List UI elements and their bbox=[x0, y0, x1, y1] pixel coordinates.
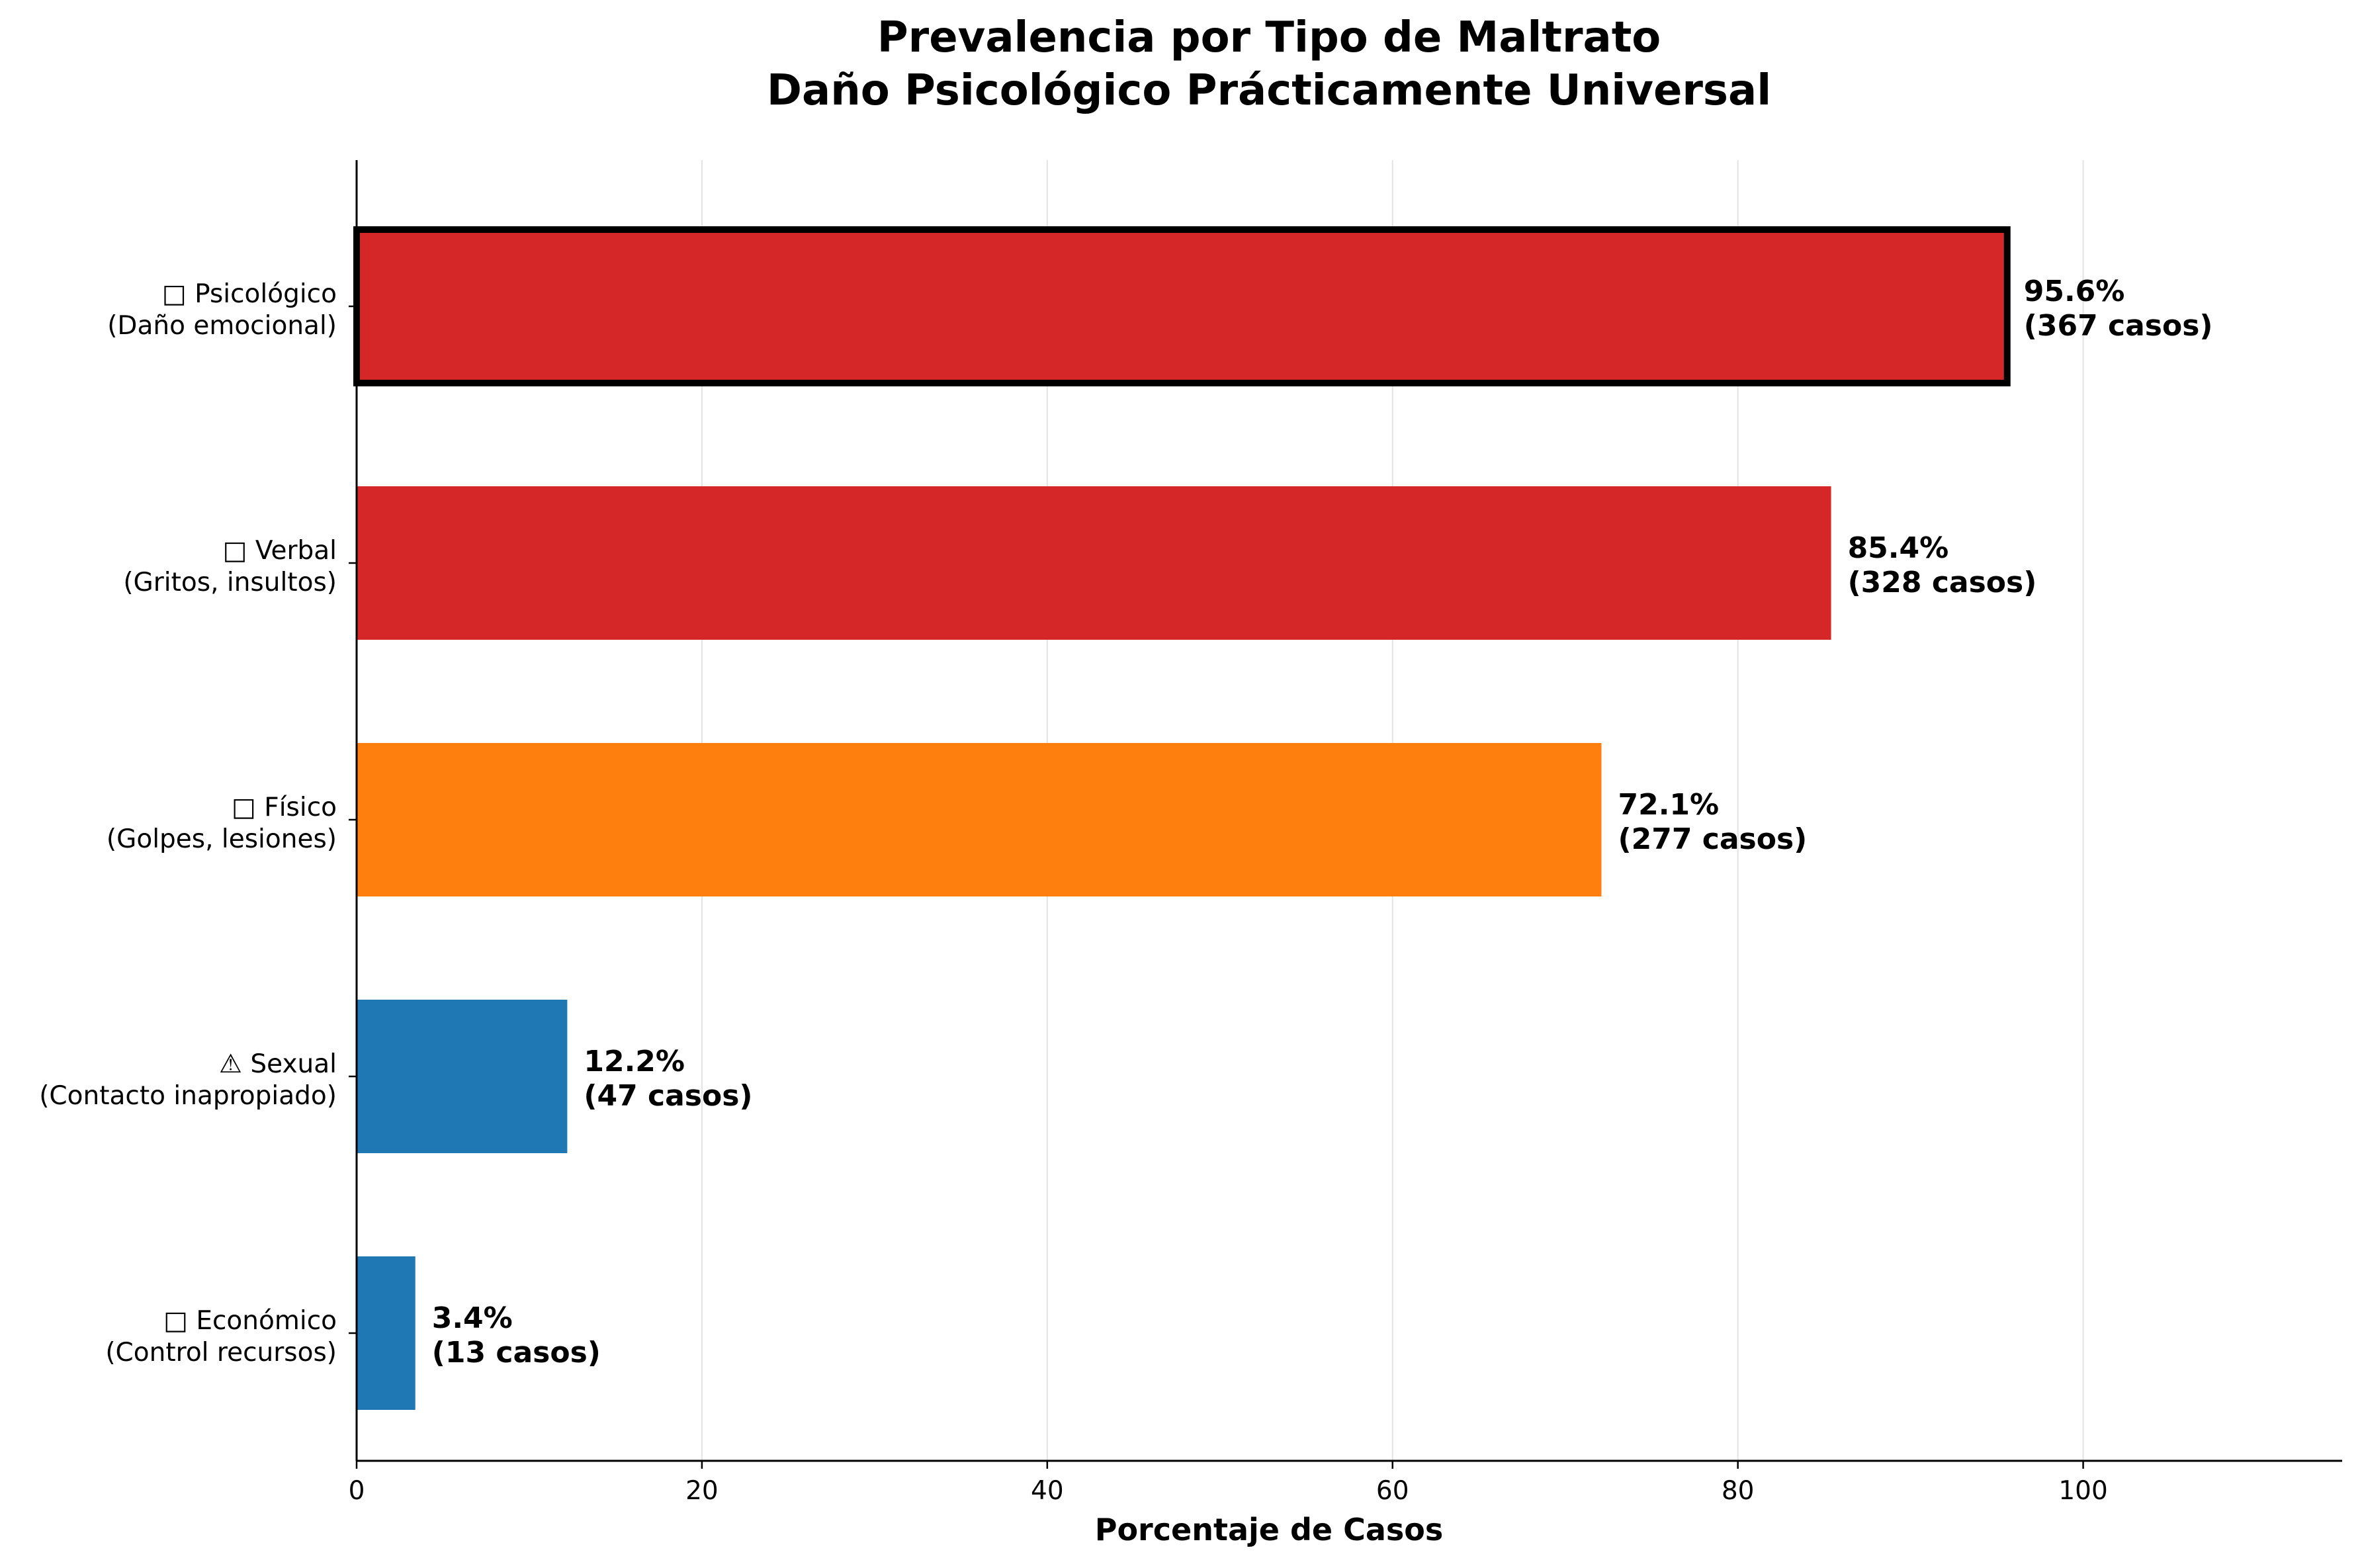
money-icon: □ bbox=[163, 1306, 188, 1336]
category-labels: □ Psicológico(Daño emocional)□ Verbal(Gr… bbox=[39, 279, 337, 1368]
fist-icon: □ bbox=[232, 793, 256, 822]
category-label: □ Psicológico bbox=[162, 279, 337, 309]
chart-subtitle: Daño Psicológico Prácticamente Universal bbox=[767, 66, 1771, 115]
category-label: □ Físico bbox=[232, 793, 337, 822]
bar-cases-label: (328 casos) bbox=[1848, 566, 2037, 599]
warning-icon: ⚠ bbox=[219, 1049, 242, 1079]
category-description: (Golpes, lesiones) bbox=[107, 824, 337, 854]
bar-value-label: 72.1% bbox=[1618, 788, 1719, 822]
bar-value-label: 12.2% bbox=[584, 1045, 685, 1078]
x-tick-label: 100 bbox=[2058, 1476, 2107, 1506]
bar-cases-label: (13 casos) bbox=[432, 1336, 601, 1370]
bar-cases-label: (277 casos) bbox=[1618, 822, 1807, 856]
category-label: □ Verbal bbox=[223, 536, 337, 566]
bar-cases-label: (47 casos) bbox=[584, 1079, 752, 1113]
category-name: Físico bbox=[264, 793, 337, 822]
bar-cases-label: (367 casos) bbox=[2024, 309, 2213, 343]
category-name: Sexual bbox=[250, 1049, 337, 1079]
speech-icon: □ bbox=[223, 536, 247, 566]
bar-físico bbox=[357, 743, 1602, 896]
bars bbox=[353, 226, 2011, 1410]
category-description: (Gritos, insultos) bbox=[123, 568, 337, 597]
chart-title: Prevalencia por Tipo de Maltrato bbox=[877, 13, 1661, 62]
bar-económico bbox=[357, 1256, 416, 1410]
x-tick-label: 20 bbox=[685, 1476, 719, 1506]
x-tick-label: 40 bbox=[1031, 1476, 1064, 1506]
x-tick-label: 60 bbox=[1376, 1476, 1409, 1506]
x-ticks: 0 20 40 60 80 100 bbox=[349, 1461, 2108, 1506]
bar-psicológico bbox=[353, 226, 2011, 386]
category-name: Psicológico bbox=[195, 279, 337, 309]
bar-value-label: 85.4% bbox=[1848, 531, 1949, 565]
category-description: (Daño emocional) bbox=[107, 311, 337, 341]
bar-sexual bbox=[357, 1000, 568, 1153]
bar-value-label: 95.6% bbox=[2024, 275, 2125, 308]
bar-verbal bbox=[357, 486, 1831, 640]
x-tick-label: 80 bbox=[1722, 1476, 1755, 1506]
value-labels: 95.6%(367 casos) 85.4%(328 casos) 72.1%(27… bbox=[432, 275, 2213, 1370]
bar-value-label: 3.4% bbox=[432, 1301, 513, 1335]
category-description: (Contacto inapropiado) bbox=[39, 1081, 337, 1111]
category-name: Económico bbox=[196, 1306, 337, 1336]
category-description: (Control recursos) bbox=[105, 1338, 337, 1368]
x-axis-label: Porcentaje de Casos bbox=[1095, 1512, 1444, 1547]
category-label: □ Económico bbox=[163, 1306, 337, 1336]
category-name: Verbal bbox=[255, 536, 337, 566]
category-label: ⚠ Sexual bbox=[219, 1049, 337, 1079]
axes bbox=[349, 160, 2342, 1462]
x-tick-label: 0 bbox=[349, 1476, 365, 1506]
brain-icon: □ bbox=[162, 279, 187, 309]
